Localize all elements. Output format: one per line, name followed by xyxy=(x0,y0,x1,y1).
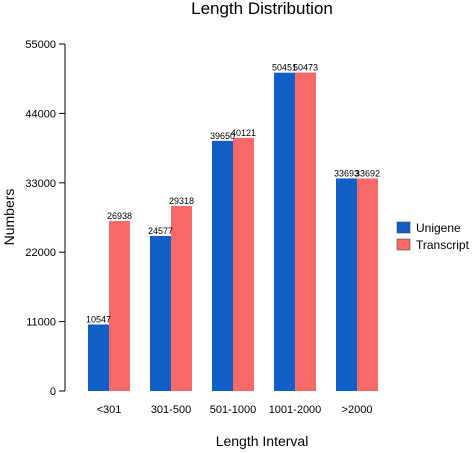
x-tick-label: 301-500 xyxy=(151,404,191,416)
y-axis-ticks: 0 11000 22000 33000 44000 55000 xyxy=(25,39,65,398)
data-label-unigene-4: 33693 xyxy=(334,168,359,178)
y-tick-label: 11000 xyxy=(26,317,56,329)
x-axis-tick-labels: <301 301-500 501-1000 1001-2000 >2000 xyxy=(97,404,373,416)
legend-label-transcript: Transcript xyxy=(416,238,470,252)
bar-transcript-1 xyxy=(171,206,192,391)
x-tick-label: <301 xyxy=(97,404,122,416)
bar-transcript-0 xyxy=(109,221,130,391)
data-label-unigene-0: 10547 xyxy=(86,314,111,324)
data-label-transcript-2: 40121 xyxy=(231,128,256,138)
y-tick-label: 55000 xyxy=(25,39,56,51)
legend-swatch-transcript xyxy=(396,238,411,251)
bar-unigene-1 xyxy=(150,235,171,391)
bar-unigene-4 xyxy=(336,178,357,391)
data-label-unigene-2: 39650 xyxy=(210,131,235,141)
data-label-transcript-0: 26938 xyxy=(107,211,132,221)
x-tick-label: 1001-2000 xyxy=(269,404,322,416)
chart-title: Length Distribution xyxy=(191,0,333,18)
y-tick-label: 33000 xyxy=(25,178,56,190)
x-tick-label: 501-1000 xyxy=(210,404,257,416)
bar-unigene-3 xyxy=(274,72,295,391)
bar-transcript-4 xyxy=(357,178,378,391)
data-label-unigene-1: 24577 xyxy=(148,226,173,236)
data-label-transcript-4: 33692 xyxy=(355,168,380,178)
y-axis-label: Numbers xyxy=(1,189,17,246)
legend-label-unigene: Unigene xyxy=(416,221,461,235)
bar-unigene-0 xyxy=(88,324,109,391)
bars-group xyxy=(88,72,378,392)
bar-unigene-2 xyxy=(212,140,233,391)
x-tick-label: >2000 xyxy=(342,404,373,416)
bar-transcript-2 xyxy=(233,137,254,391)
y-tick-label: 0 xyxy=(50,386,56,398)
legend-swatch-unigene xyxy=(396,221,411,234)
data-label-transcript-3: 50473 xyxy=(293,63,318,73)
x-axis-label: Length Interval xyxy=(216,433,309,449)
y-tick-label: 44000 xyxy=(25,108,56,120)
y-tick-label: 22000 xyxy=(25,247,56,259)
bar-transcript-3 xyxy=(295,72,316,392)
legend: Unigene Transcript xyxy=(396,221,470,252)
data-label-transcript-1: 29318 xyxy=(169,196,194,206)
data-label-unigene-3: 50451 xyxy=(272,63,297,73)
